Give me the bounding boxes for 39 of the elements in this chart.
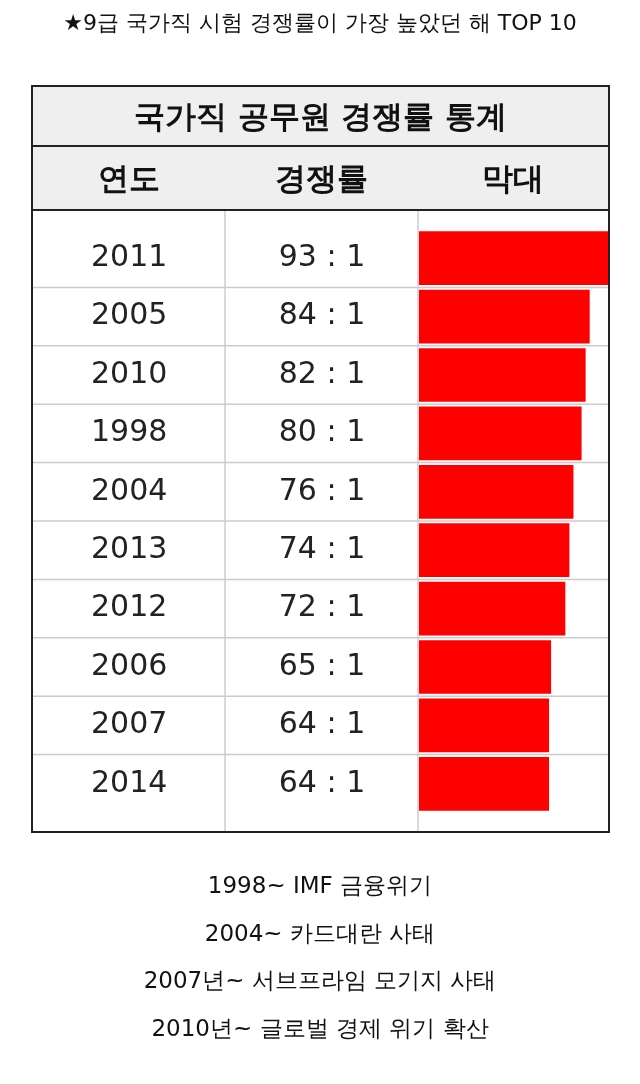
text: 2007년~ 서브프라임 모기지 사태 (142, 966, 498, 995)
chart-subtitle: 국가직 공무원 경쟁률 통계 (33, 87, 608, 147)
bar (419, 348, 586, 402)
y-tick-label: 2007 (91, 705, 168, 741)
bar (419, 640, 552, 694)
bar (419, 231, 608, 286)
y-tick-label: 1998 (91, 413, 168, 449)
chart-title: ★9급 국가직 시험 경쟁률이 가장 높았던 해 TOP 10 (62, 9, 578, 37)
y-tick-label: 2013 (91, 530, 168, 565)
data-label: 64 : 1 (278, 763, 366, 799)
text: 2004~ 카드대란 사태 (203, 918, 437, 948)
y-tick-label: 2010 (91, 354, 168, 390)
data-label: 82 : 1 (278, 354, 366, 390)
data-label: 72 : 1 (278, 588, 366, 624)
data-label: 64 : 1 (278, 705, 366, 741)
y-tick-label: 2006 (91, 646, 168, 682)
bar (419, 698, 550, 753)
data-label: 65 : 1 (278, 646, 366, 682)
text: 2010년~ 글로벌 경제 위기 확산 (150, 1013, 490, 1043)
text: 경쟁률 (274, 159, 369, 198)
bar (419, 289, 590, 344)
y-tick-label: 2011 (91, 238, 168, 273)
bar (419, 406, 582, 461)
data-label: 74 : 1 (278, 530, 366, 565)
data-label: 80 : 1 (278, 413, 366, 449)
data-label: 76 : 1 (278, 471, 366, 507)
bar (419, 756, 550, 811)
y-axis-title: 연도 (97, 159, 161, 198)
text: 1998~ IMF 금융위기 (206, 871, 434, 900)
data-label: 93 : 1 (278, 238, 366, 273)
bar (419, 581, 566, 636)
bar (419, 523, 570, 578)
x-axis-title: 막대 (481, 159, 545, 198)
y-tick-label: 2014 (91, 763, 168, 799)
y-tick-label: 2005 (91, 296, 168, 332)
y-tick-label: 2004 (91, 471, 168, 507)
y-tick-label: 2012 (91, 588, 168, 624)
bar (419, 464, 574, 519)
data-label: 84 : 1 (278, 296, 366, 332)
